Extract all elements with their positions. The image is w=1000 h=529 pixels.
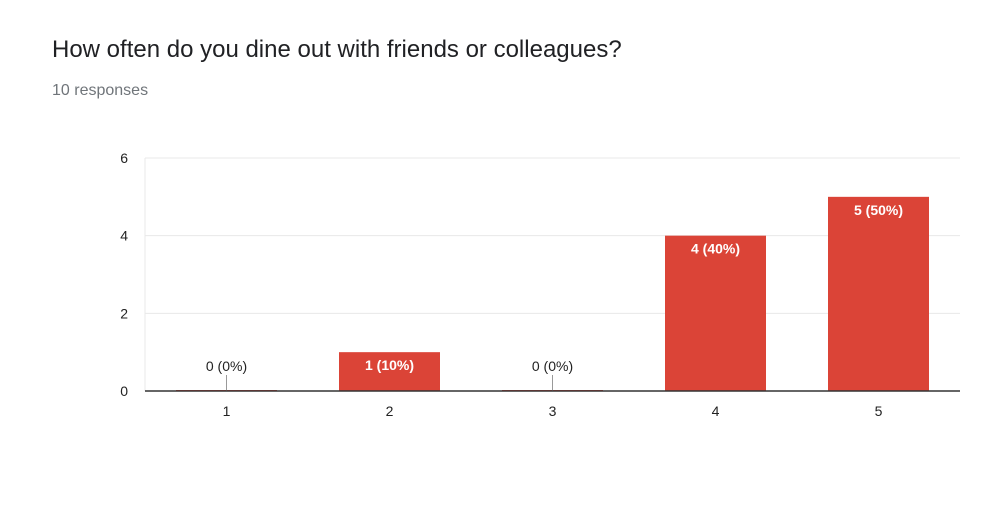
question-title: How often do you dine out with friends o… [52, 36, 622, 63]
y-tick-label: 0 [120, 383, 128, 399]
bar [828, 196, 929, 391]
x-tick-label: 4 [712, 403, 720, 419]
data-label: 0 (0%) [206, 358, 247, 374]
data-label: 1 (10%) [365, 357, 414, 373]
x-tick-label: 1 [223, 403, 231, 419]
axes: 0 2 4 6 1 2 3 4 5 [120, 150, 960, 419]
data-label: 5 (50%) [854, 202, 903, 218]
data-label: 0 (0%) [532, 358, 573, 374]
x-tick-label: 5 [875, 403, 883, 419]
y-tick-label: 2 [120, 305, 128, 321]
bar [339, 352, 440, 391]
response-count: 10 responses [52, 82, 149, 99]
bars [176, 196, 929, 391]
data-label: 4 (40%) [691, 241, 740, 257]
x-tick-label: 2 [386, 403, 394, 419]
gridlines [144, 157, 960, 391]
y-tick-label: 6 [120, 150, 128, 166]
x-tick-label: 3 [549, 403, 557, 419]
y-tick-label: 4 [120, 228, 128, 244]
bar [665, 235, 766, 391]
data-labels: 0 (0%) 1 (10%) 0 (0%) 4 (40%) 5 (50%) [206, 202, 903, 374]
